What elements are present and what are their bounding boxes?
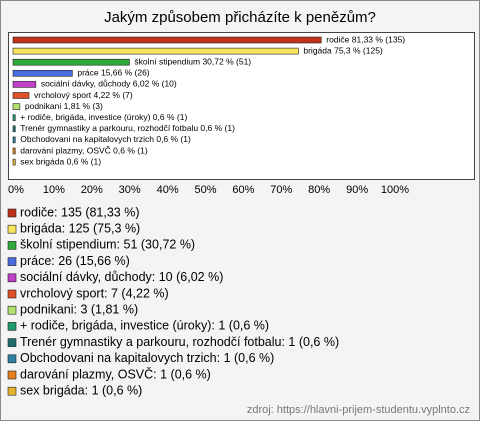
bar-label: Trenér gymnastiky a parkouru, rozhodčí f… — [20, 123, 235, 133]
bar-label: darování plazmy, OSVČ 0,6 % (1) — [20, 145, 148, 155]
x-tick-label: 0% — [8, 184, 24, 196]
legend-swatch — [7, 289, 17, 299]
bar-label: sex brigáda 0,6 % (1) — [20, 156, 101, 166]
legend-label: rodiče: 135 (81,33 %) — [20, 205, 140, 219]
legend-label: Trenér gymnastiky a parkouru, rozhodčí f… — [20, 335, 339, 349]
legend-label: vrcholový sport: 7 (4,22 %) — [20, 286, 169, 300]
x-tick-label: 20% — [81, 184, 103, 196]
x-tick-label: 50% — [194, 184, 216, 196]
x-tick-label: 100% — [381, 184, 409, 196]
bar — [12, 70, 73, 77]
bar-label: školní stipendium 30,72 % (51) — [134, 56, 251, 66]
bar — [12, 147, 16, 155]
bar — [12, 58, 130, 66]
legend-label: sociální dávky, důchody: 10 (6,02 %) — [20, 270, 223, 284]
legend-label: školní stipendium: 51 (30,72 %) — [20, 238, 195, 252]
bar — [12, 36, 322, 44]
x-tick-label: 40% — [157, 184, 179, 196]
bar — [12, 158, 16, 166]
bar-label: brigáda 75,3 % (125) — [303, 45, 383, 55]
x-tick-label: 80% — [308, 184, 330, 196]
chart-title: Jakým způsobem přicházíte k penězům? — [104, 9, 376, 26]
legend-swatch — [7, 257, 17, 266]
bar-label: rodiče 81,33 % (135) — [326, 34, 405, 44]
legend-swatch — [7, 224, 17, 234]
legend-label: podnikani: 3 (1,81 %) — [20, 302, 138, 316]
legend-swatch — [7, 305, 17, 315]
x-tick-label: 10% — [43, 184, 65, 196]
legend-label: + rodiče, brigáda, investice (úroky): 1 … — [20, 319, 269, 333]
bar — [12, 81, 37, 88]
bar-label: podnikani 1,81 % (3) — [25, 101, 103, 111]
legend-swatch — [7, 370, 17, 380]
legend-swatch — [7, 354, 17, 364]
legend-swatch — [7, 322, 17, 331]
legend-swatch — [7, 273, 17, 283]
bar-label: práce 15,66 % (26) — [77, 68, 149, 78]
bar — [12, 114, 16, 121]
bar — [12, 136, 16, 144]
legend-label: darování plazmy, OSVČ: 1 (0,6 %) — [20, 366, 211, 381]
bar — [12, 103, 21, 110]
legend-label: Obchodovani na kapitalovych trzich: 1 (0… — [20, 351, 274, 365]
legend-swatch — [7, 241, 17, 250]
bar — [12, 47, 299, 55]
x-tick-label: 60% — [232, 184, 254, 196]
x-tick-label: 30% — [119, 184, 141, 196]
legend-label: práce: 26 (15,66 %) — [20, 254, 130, 268]
bar-label: Obchodovani na kapitalovych trzich 0,6 %… — [20, 134, 191, 144]
legend-label: brigáda: 125 (75,3 %) — [20, 221, 140, 235]
bar — [12, 92, 30, 99]
source: zdroj: https://hlavni-prijem-studentu.vy… — [247, 404, 470, 416]
bar-label: + rodiče, brigáda, investice (úroky) 0,6… — [20, 112, 187, 122]
bar — [12, 125, 16, 133]
legend-swatch — [7, 338, 17, 347]
bar-label: vrcholový sport 4,22 % (7) — [34, 90, 133, 100]
x-tick-label: 90% — [346, 184, 368, 196]
x-tick-label: 70% — [270, 184, 292, 196]
legend-swatch — [7, 386, 17, 396]
legend-label: sex brigáda: 1 (0,6 %) — [20, 383, 142, 397]
plot-area — [8, 32, 475, 180]
bar-label: sociální dávky, důchody 6,02 % (10) — [41, 79, 177, 89]
legend-swatch — [7, 208, 17, 218]
